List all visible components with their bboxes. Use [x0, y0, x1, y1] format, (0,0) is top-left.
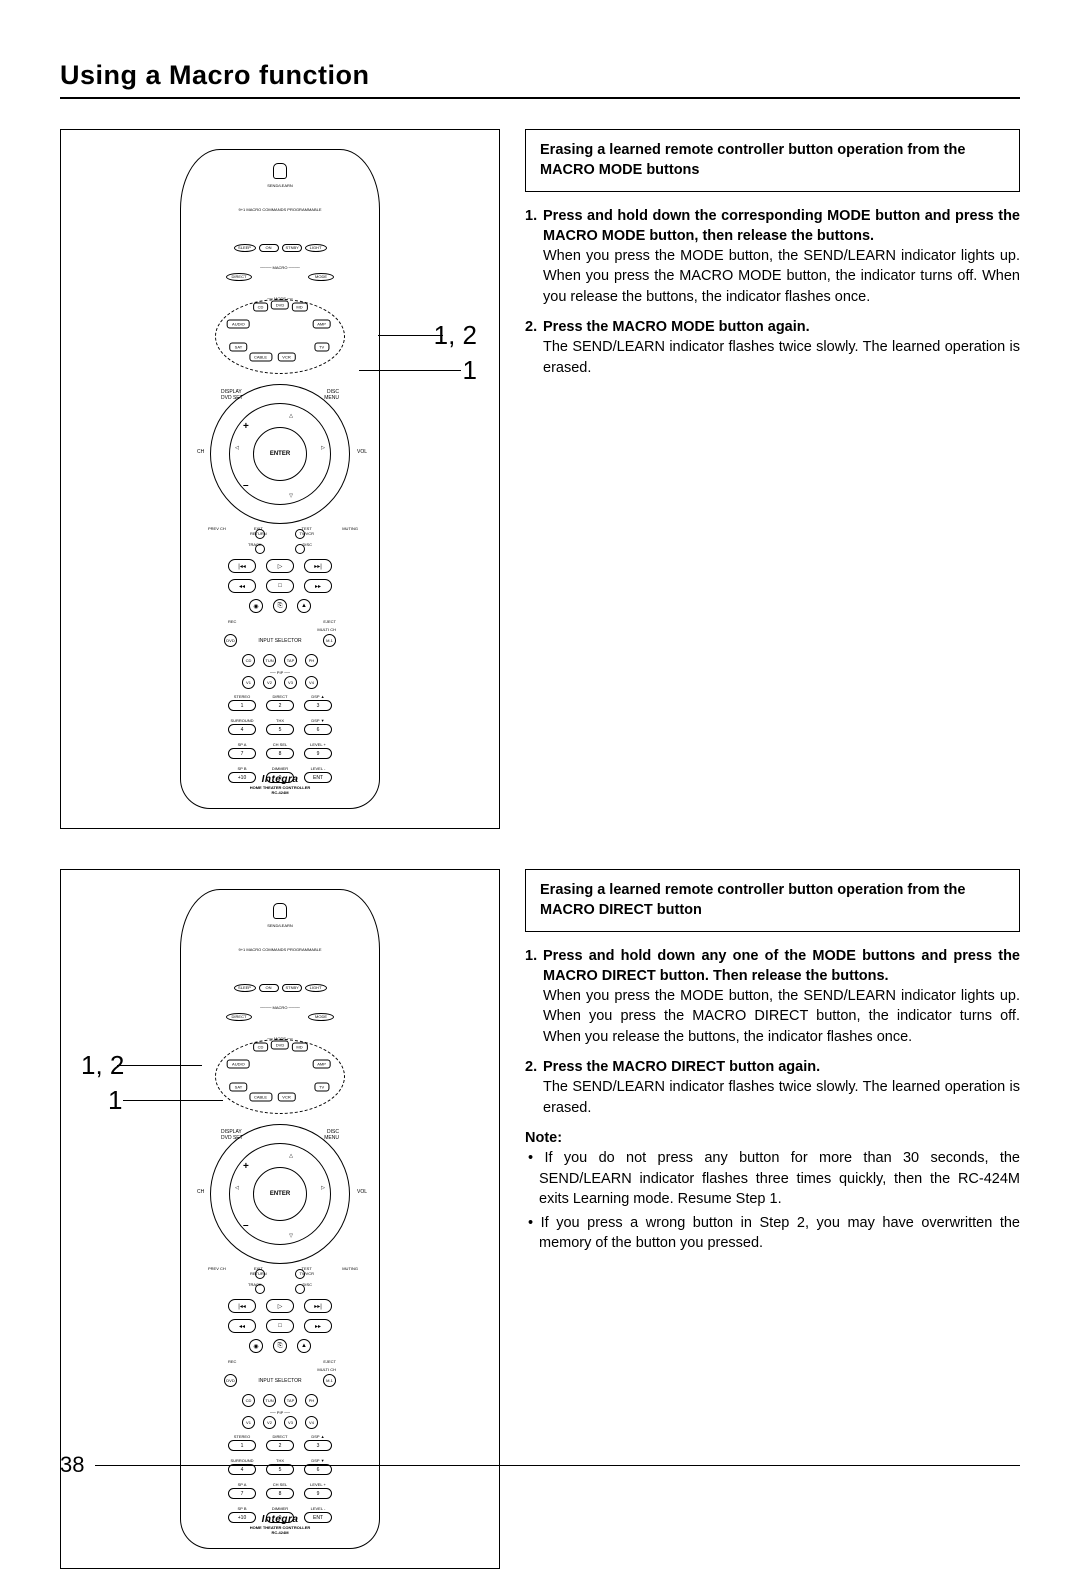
callout-1: 1 [463, 355, 477, 386]
section-1: SEND/LEARN9+1 MACRO COMMANDS PROGRAMMABL… [60, 129, 1020, 829]
note-item: If you do not press any button for more … [539, 1148, 1020, 1209]
remote-diagram-2: SEND/LEARN9+1 MACRO COMMANDS PROGRAMMABL… [60, 869, 500, 1569]
remote-diagram-1: SEND/LEARN9+1 MACRO COMMANDS PROGRAMMABL… [60, 129, 500, 829]
step: 1.Press and hold down any one of the MOD… [543, 946, 1020, 1047]
page-number: 38 [60, 1452, 84, 1478]
step: 1.Press and hold down the corresponding … [543, 206, 1020, 307]
callout-1: 1 [108, 1085, 122, 1116]
note-item: If you press a wrong button in Step 2, y… [539, 1213, 1020, 1254]
section-2: SEND/LEARN9+1 MACRO COMMANDS PROGRAMMABL… [60, 869, 1020, 1569]
page-title: Using a Macro function [60, 60, 1020, 99]
note-label: Note: [525, 1128, 1020, 1148]
step: 2.Press the MACRO MODE button again. The… [543, 317, 1020, 378]
section-heading-1: Erasing a learned remote controller butt… [525, 129, 1020, 192]
footer-rule [95, 1465, 1020, 1466]
section-heading-2: Erasing a learned remote controller butt… [525, 869, 1020, 932]
step: 2.Press the MACRO DIRECT button again. T… [543, 1057, 1020, 1118]
